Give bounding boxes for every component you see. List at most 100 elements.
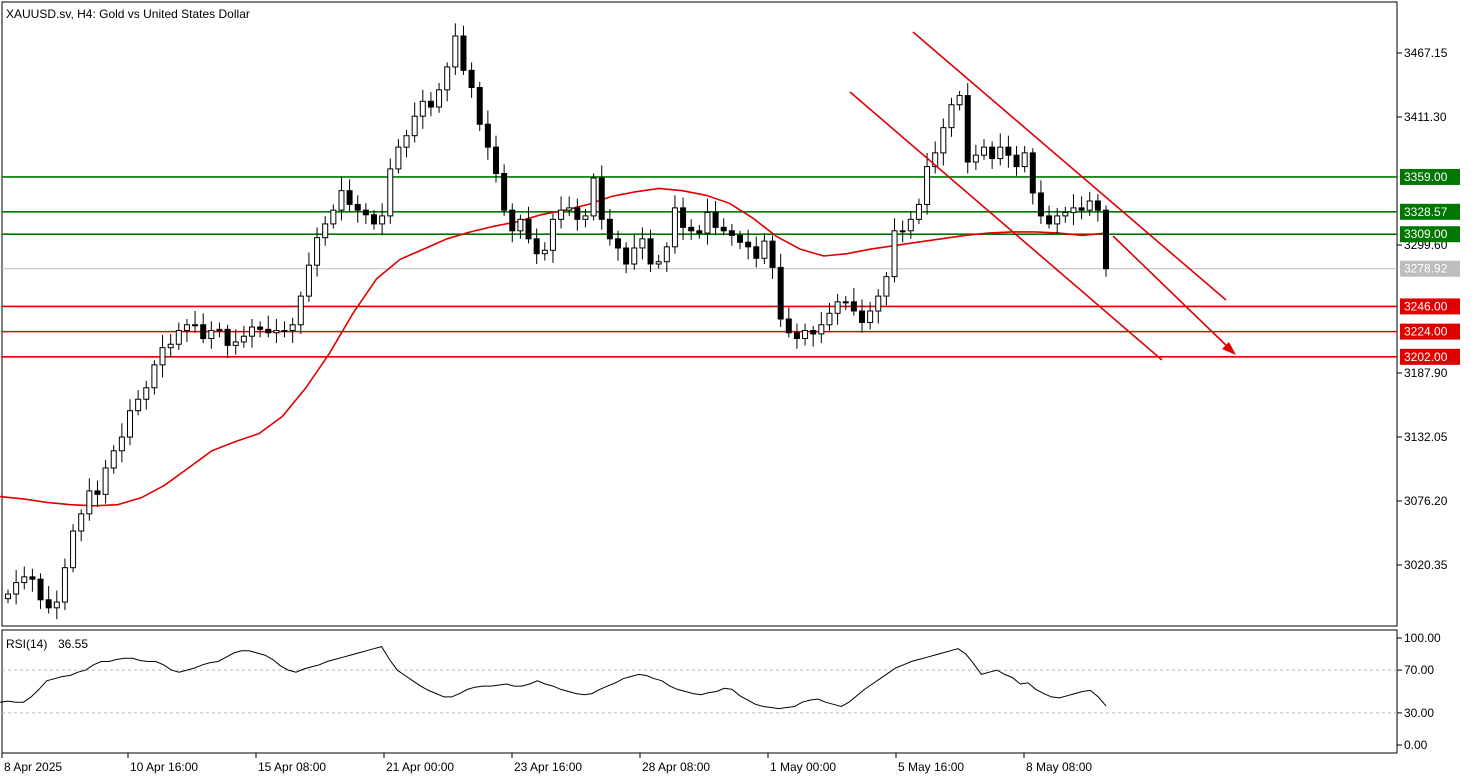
bullish-candle (13, 582, 20, 595)
rsi-tick-label: 100.00 (1404, 631, 1441, 645)
resistance-level-label: 3328.57 (1404, 205, 1448, 219)
time-tick-label: 8 May 08:00 (1026, 760, 1092, 774)
bearish-candle (1046, 215, 1053, 225)
main-price-panel: XAUUSD.sv, H4: Gold vs United States Dol… (0, 1, 1398, 627)
bullish-candle (972, 154, 979, 163)
bearish-candle (362, 209, 369, 216)
rsi-value: 36.55 (58, 637, 88, 651)
bullish-candle (192, 324, 199, 327)
bullish-candle (379, 215, 386, 225)
bullish-candle (915, 203, 922, 220)
bearish-candle (606, 218, 613, 240)
channel-lower-line (849, 91, 1163, 361)
bearish-candle (615, 238, 621, 249)
bearish-candle (769, 240, 776, 268)
time-axis: 8 Apr 2025 10 Apr 16:00 15 Apr 08:00 21 Apr… (1, 753, 1092, 774)
bullish-candle (102, 467, 109, 495)
bullish-candle (582, 215, 589, 220)
resistance-level-tag (1400, 226, 1460, 243)
bullish-candle (175, 329, 182, 345)
rsi-panel-frame (1, 629, 1398, 754)
rsi-tick-label: 30.00 (1404, 706, 1434, 720)
support-level-label: 3202.00 (1404, 350, 1448, 364)
bullish-candle (387, 168, 394, 217)
bullish-candle (143, 387, 150, 400)
bullish-candle (818, 324, 825, 335)
bullish-candle (167, 343, 174, 349)
bearish-candle (1029, 152, 1036, 194)
bullish-candle (663, 246, 670, 263)
resistance-level-label: 3309.00 (1404, 227, 1448, 241)
bearish-candle (501, 172, 508, 211)
bullish-candle (159, 347, 166, 366)
bullish-candle (110, 450, 117, 469)
bearish-candle (777, 266, 784, 320)
bullish-candle (281, 329, 288, 332)
bearish-candle (200, 324, 207, 340)
bullish-candle (940, 127, 947, 154)
bullish-candle (53, 601, 60, 609)
bearish-candle (1037, 192, 1044, 217)
bearish-candle (680, 207, 687, 228)
bullish-candle (411, 115, 418, 137)
bullish-candle (338, 190, 345, 211)
bearish-candle (346, 190, 353, 205)
bearish-candle (688, 226, 695, 232)
bullish-candle (395, 146, 402, 170)
bullish-candle (549, 218, 556, 251)
bearish-candle (598, 177, 605, 220)
bullish-candle (322, 223, 329, 239)
resistance-level-label: 3359.00 (1404, 170, 1448, 184)
bullish-candle (452, 35, 459, 68)
arrow-head-icon (1222, 342, 1236, 355)
support-level-tag (1400, 348, 1460, 365)
resistance-level-tag (1400, 203, 1460, 220)
price-tick-label: 3467.15 (1404, 46, 1448, 60)
price-level-tags: 3359.00 3328.57 3309.00 3278.92 3246.00 3224.… (1400, 168, 1460, 365)
bearish-candle (427, 100, 434, 108)
bearish-candle (460, 35, 467, 71)
bearish-candle (810, 329, 817, 335)
bullish-candle (1086, 200, 1093, 211)
bullish-candle (444, 66, 451, 91)
bearish-candle (1078, 207, 1085, 211)
time-tick-label: 5 May 16:00 (898, 760, 964, 774)
bullish-candle (1070, 207, 1077, 213)
bullish-candle (249, 326, 255, 337)
bearish-candle (476, 87, 483, 125)
bullish-candle (289, 324, 296, 331)
price-tick-label: 3020.35 (1404, 558, 1448, 572)
bearish-candle (525, 218, 532, 240)
bearish-candle (1103, 209, 1109, 270)
bullish-candle (875, 295, 882, 312)
bullish-candle (671, 207, 678, 248)
resistance-level-tag (1400, 168, 1460, 185)
bullish-candle (558, 209, 565, 220)
bullish-candle (208, 329, 215, 340)
bullish-candle (907, 218, 914, 232)
bullish-candle (436, 89, 443, 108)
support-level-label: 3246.00 (1404, 299, 1448, 313)
bullish-candle (70, 530, 77, 569)
time-tick-label: 23 Apr 16:00 (514, 760, 582, 774)
bearish-candle (371, 214, 377, 225)
bearish-candle (745, 241, 752, 248)
bullish-candle (151, 364, 158, 389)
main-panel-frame (1, 1, 1398, 627)
bearish-candle (859, 310, 865, 323)
bullish-candle (899, 230, 906, 233)
bearish-candle (45, 599, 52, 609)
bullish-candle (118, 436, 125, 452)
bullish-candle (867, 310, 874, 323)
current-level-label: 3278.92 (1404, 262, 1448, 276)
projection-arrow (1112, 235, 1232, 351)
bullish-candle (21, 576, 28, 584)
bullish-candle (330, 209, 337, 225)
support-level-tag (1400, 323, 1460, 340)
rsi-tick-label: 0.00 (1404, 738, 1428, 752)
bearish-candle (1013, 154, 1020, 168)
bearish-candle (647, 238, 654, 265)
moving-average-line (0, 187, 1107, 507)
bullish-candle (883, 276, 890, 297)
